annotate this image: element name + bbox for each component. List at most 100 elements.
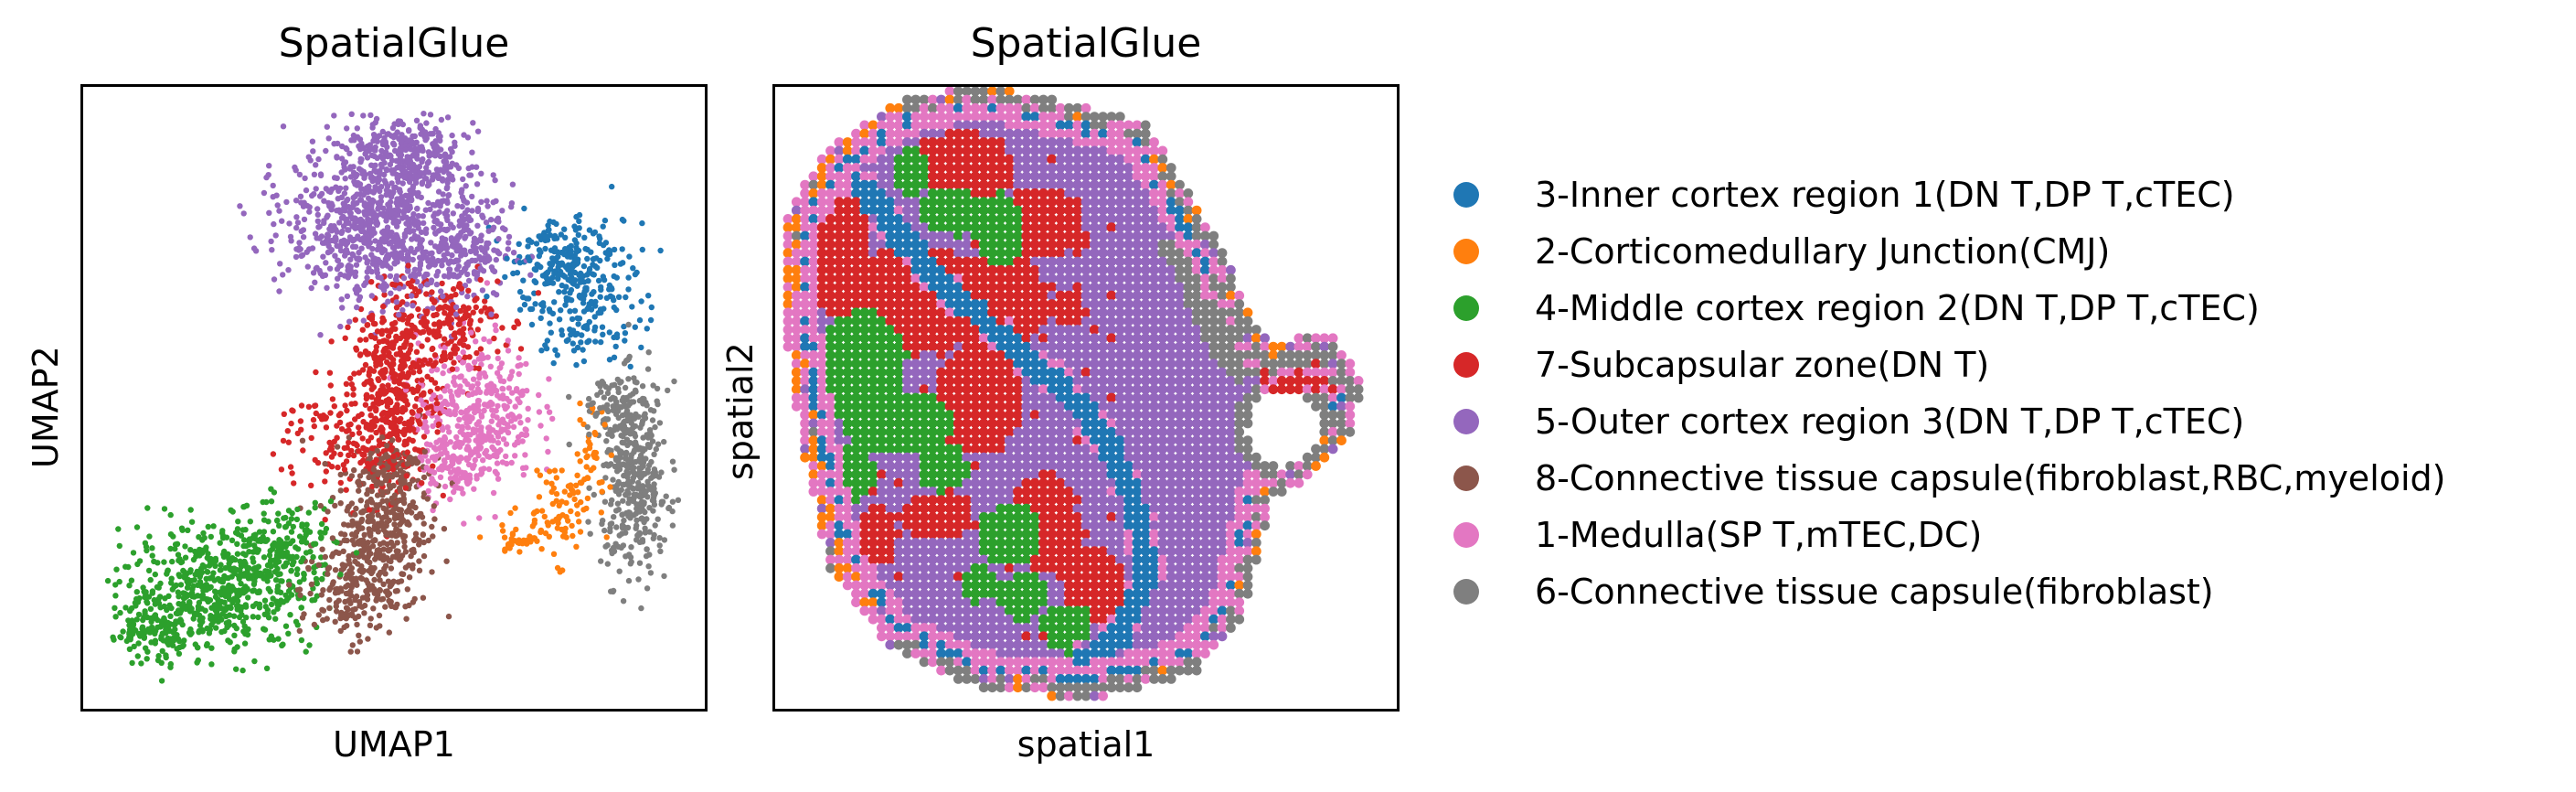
umap-point-2 bbox=[154, 624, 161, 631]
umap-point-4 bbox=[331, 112, 337, 119]
umap-point-5 bbox=[317, 502, 324, 509]
umap-point-3 bbox=[345, 324, 351, 330]
umap-point-7 bbox=[608, 432, 614, 438]
umap-point-2 bbox=[187, 507, 194, 513]
umap-point-5 bbox=[363, 588, 369, 594]
umap-point-4 bbox=[293, 253, 300, 261]
spatial-spot bbox=[962, 102, 972, 113]
umap-point-5 bbox=[430, 533, 436, 540]
umap-point-1 bbox=[554, 525, 561, 531]
umap-point-3 bbox=[441, 320, 447, 326]
spatial-spot bbox=[962, 112, 972, 122]
umap-point-2 bbox=[226, 564, 232, 571]
umap-point-2 bbox=[221, 573, 228, 580]
umap-point-6 bbox=[482, 450, 488, 456]
umap-point-1 bbox=[578, 498, 584, 506]
umap-point-0 bbox=[562, 284, 569, 290]
umap-point-4 bbox=[488, 217, 495, 223]
umap-point-4 bbox=[441, 168, 447, 176]
umap-point-3 bbox=[433, 401, 441, 407]
umap-point-0 bbox=[603, 294, 611, 301]
umap-point-4 bbox=[237, 203, 243, 209]
umap-point-7 bbox=[605, 408, 612, 415]
umap-point-4 bbox=[339, 228, 346, 235]
umap-point-3 bbox=[372, 320, 378, 327]
umap-point-0 bbox=[594, 264, 601, 271]
umap-point-0 bbox=[577, 294, 584, 301]
umap-point-0 bbox=[630, 265, 636, 272]
umap-point-6 bbox=[422, 453, 429, 459]
umap-point-4 bbox=[368, 252, 375, 258]
umap-point-3 bbox=[399, 395, 406, 402]
umap-point-4 bbox=[325, 242, 332, 250]
umap-point-5 bbox=[374, 492, 381, 498]
umap-point-6 bbox=[469, 415, 475, 422]
umap-point-2 bbox=[238, 580, 244, 587]
umap-point-2 bbox=[303, 521, 310, 528]
umap-point-1 bbox=[512, 505, 518, 511]
spatial-spot bbox=[893, 112, 904, 122]
umap-point-4 bbox=[444, 212, 451, 219]
umap-point-4 bbox=[378, 161, 385, 167]
umap-point-2 bbox=[327, 498, 335, 505]
umap-point-5 bbox=[411, 537, 418, 543]
umap-point-2 bbox=[209, 619, 217, 626]
umap-point-3 bbox=[392, 404, 399, 411]
umap-point-6 bbox=[463, 419, 470, 425]
umap-point-4 bbox=[280, 123, 287, 130]
umap-point-2 bbox=[190, 615, 197, 622]
umap-point-2 bbox=[189, 586, 196, 593]
umap-point-4 bbox=[469, 208, 475, 214]
umap-point-0 bbox=[580, 308, 588, 315]
umap-point-1 bbox=[507, 540, 514, 547]
umap-point-7 bbox=[624, 487, 631, 494]
umap-point-6 bbox=[457, 455, 464, 461]
umap-point-2 bbox=[221, 548, 228, 555]
umap-point-6 bbox=[430, 423, 436, 430]
umap-point-2 bbox=[255, 547, 261, 553]
umap-point-2 bbox=[261, 597, 269, 604]
umap-point-7 bbox=[615, 507, 622, 513]
umap-point-2 bbox=[125, 617, 132, 624]
umap-point-4 bbox=[392, 276, 399, 283]
umap-point-4 bbox=[399, 132, 405, 138]
umap-point-0 bbox=[520, 277, 527, 284]
umap-point-3 bbox=[322, 478, 328, 485]
umap-point-2 bbox=[208, 605, 215, 611]
umap-point-4 bbox=[306, 209, 313, 215]
umap-point-5 bbox=[402, 604, 409, 610]
umap-point-4 bbox=[306, 204, 313, 210]
umap-point-7 bbox=[625, 577, 633, 584]
umap-point-4 bbox=[293, 246, 300, 252]
umap-point-5 bbox=[378, 455, 386, 462]
umap-point-4 bbox=[363, 279, 370, 285]
umap-point-6 bbox=[471, 359, 478, 366]
umap-point-0 bbox=[584, 246, 591, 253]
umap-point-5 bbox=[358, 516, 366, 523]
umap-point-7 bbox=[628, 559, 634, 565]
umap-point-4 bbox=[362, 254, 368, 261]
spatial-spot bbox=[944, 112, 955, 122]
umap-point-4 bbox=[438, 199, 444, 206]
umap-point-3 bbox=[393, 294, 399, 301]
umap-point-4 bbox=[461, 227, 467, 234]
umap-point-0 bbox=[613, 334, 621, 340]
umap-point-7 bbox=[629, 466, 636, 473]
umap-point-6 bbox=[454, 423, 461, 429]
umap-point-6 bbox=[465, 437, 472, 444]
umap-point-3 bbox=[465, 287, 472, 294]
umap-point-2 bbox=[277, 578, 284, 584]
umap-point-5 bbox=[348, 584, 355, 591]
umap-point-4 bbox=[455, 165, 463, 172]
umap-point-2 bbox=[233, 666, 240, 672]
umap-point-2 bbox=[128, 577, 135, 583]
umap-point-0 bbox=[542, 281, 548, 287]
umap-point-2 bbox=[116, 578, 122, 585]
umap-point-3 bbox=[431, 299, 438, 305]
umap-point-5 bbox=[360, 508, 367, 514]
umap-point-5 bbox=[370, 474, 377, 480]
umap-point-2 bbox=[233, 625, 240, 632]
umap-point-4 bbox=[368, 230, 375, 237]
umap-point-4 bbox=[433, 273, 440, 279]
umap-point-4 bbox=[321, 218, 327, 224]
